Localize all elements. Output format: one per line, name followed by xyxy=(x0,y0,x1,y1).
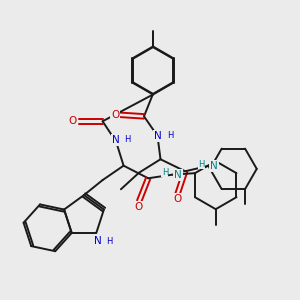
Text: H: H xyxy=(162,168,168,177)
Text: N: N xyxy=(210,161,218,171)
Text: H: H xyxy=(124,135,130,144)
Text: N: N xyxy=(154,131,161,141)
Text: H: H xyxy=(106,237,112,246)
Text: O: O xyxy=(68,116,77,126)
Text: O: O xyxy=(134,202,143,212)
Text: H: H xyxy=(167,131,173,140)
Text: H: H xyxy=(199,160,205,169)
Text: O: O xyxy=(173,194,182,204)
Text: N: N xyxy=(94,236,102,246)
Text: N: N xyxy=(112,135,120,145)
Text: O: O xyxy=(111,110,119,120)
Text: N: N xyxy=(174,170,182,180)
